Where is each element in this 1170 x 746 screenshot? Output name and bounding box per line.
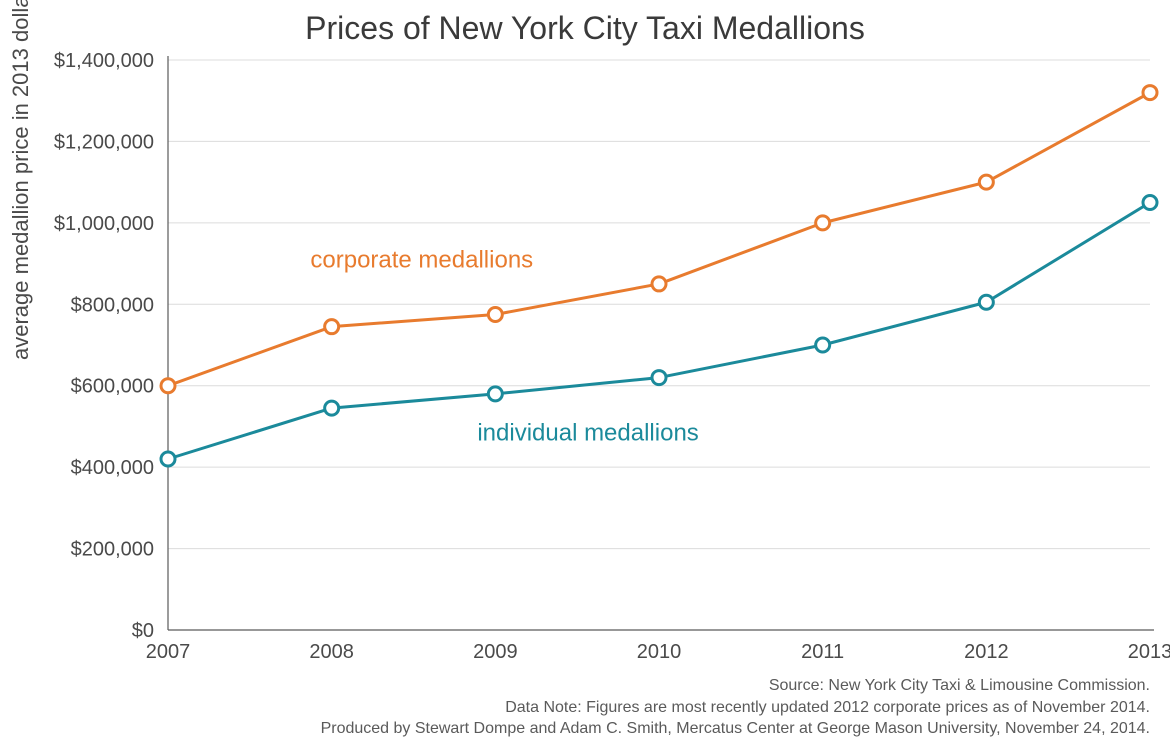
series-label: corporate medallions — [310, 247, 533, 274]
series-marker — [325, 401, 339, 415]
footer-source: Source: New York City Taxi & Limousine C… — [321, 675, 1150, 697]
series-marker — [325, 320, 339, 334]
series-marker — [161, 379, 175, 393]
y-tick-label: $600,000 — [71, 376, 154, 398]
y-tick-label: $1,400,000 — [54, 50, 154, 72]
chart-footer: Source: New York City Taxi & Limousine C… — [321, 675, 1150, 740]
x-tick-label: 2011 — [801, 641, 844, 663]
x-tick-label: 2009 — [473, 641, 518, 663]
series-marker — [979, 175, 993, 189]
series-marker — [816, 338, 830, 352]
y-tick-label: $400,000 — [71, 457, 154, 479]
series-marker — [488, 307, 502, 321]
y-tick-label: $1,200,000 — [54, 131, 154, 153]
footer-note: Data Note: Figures are most recently upd… — [321, 697, 1150, 719]
line-chart: $0 $200,000 $400,000 $600,000 $800,000 $1,000… — [0, 0, 1170, 746]
y-tick-label: $200,000 — [71, 539, 154, 561]
x-tick-label: 2010 — [637, 641, 682, 663]
y-tick-label: $1,000,000 — [54, 213, 154, 235]
x-tick-label: 2012 — [964, 641, 1009, 663]
y-tick-label: $0 — [132, 620, 154, 642]
series-marker — [652, 277, 666, 291]
series-marker — [1143, 196, 1157, 210]
series-marker — [488, 387, 502, 401]
series-marker — [1143, 86, 1157, 100]
series-line — [168, 93, 1150, 386]
x-tick-label: 2013 — [1128, 641, 1170, 663]
x-tick-label: 2007 — [146, 641, 191, 663]
series-label: individual medallions — [477, 420, 698, 447]
series-marker — [161, 452, 175, 466]
y-tick-label: $800,000 — [71, 294, 154, 316]
series-marker — [816, 216, 830, 230]
series-marker — [652, 371, 666, 385]
footer-credit: Produced by Stewart Dompe and Adam C. Sm… — [321, 718, 1150, 740]
series-marker — [979, 295, 993, 309]
x-tick-label: 2008 — [309, 641, 354, 663]
